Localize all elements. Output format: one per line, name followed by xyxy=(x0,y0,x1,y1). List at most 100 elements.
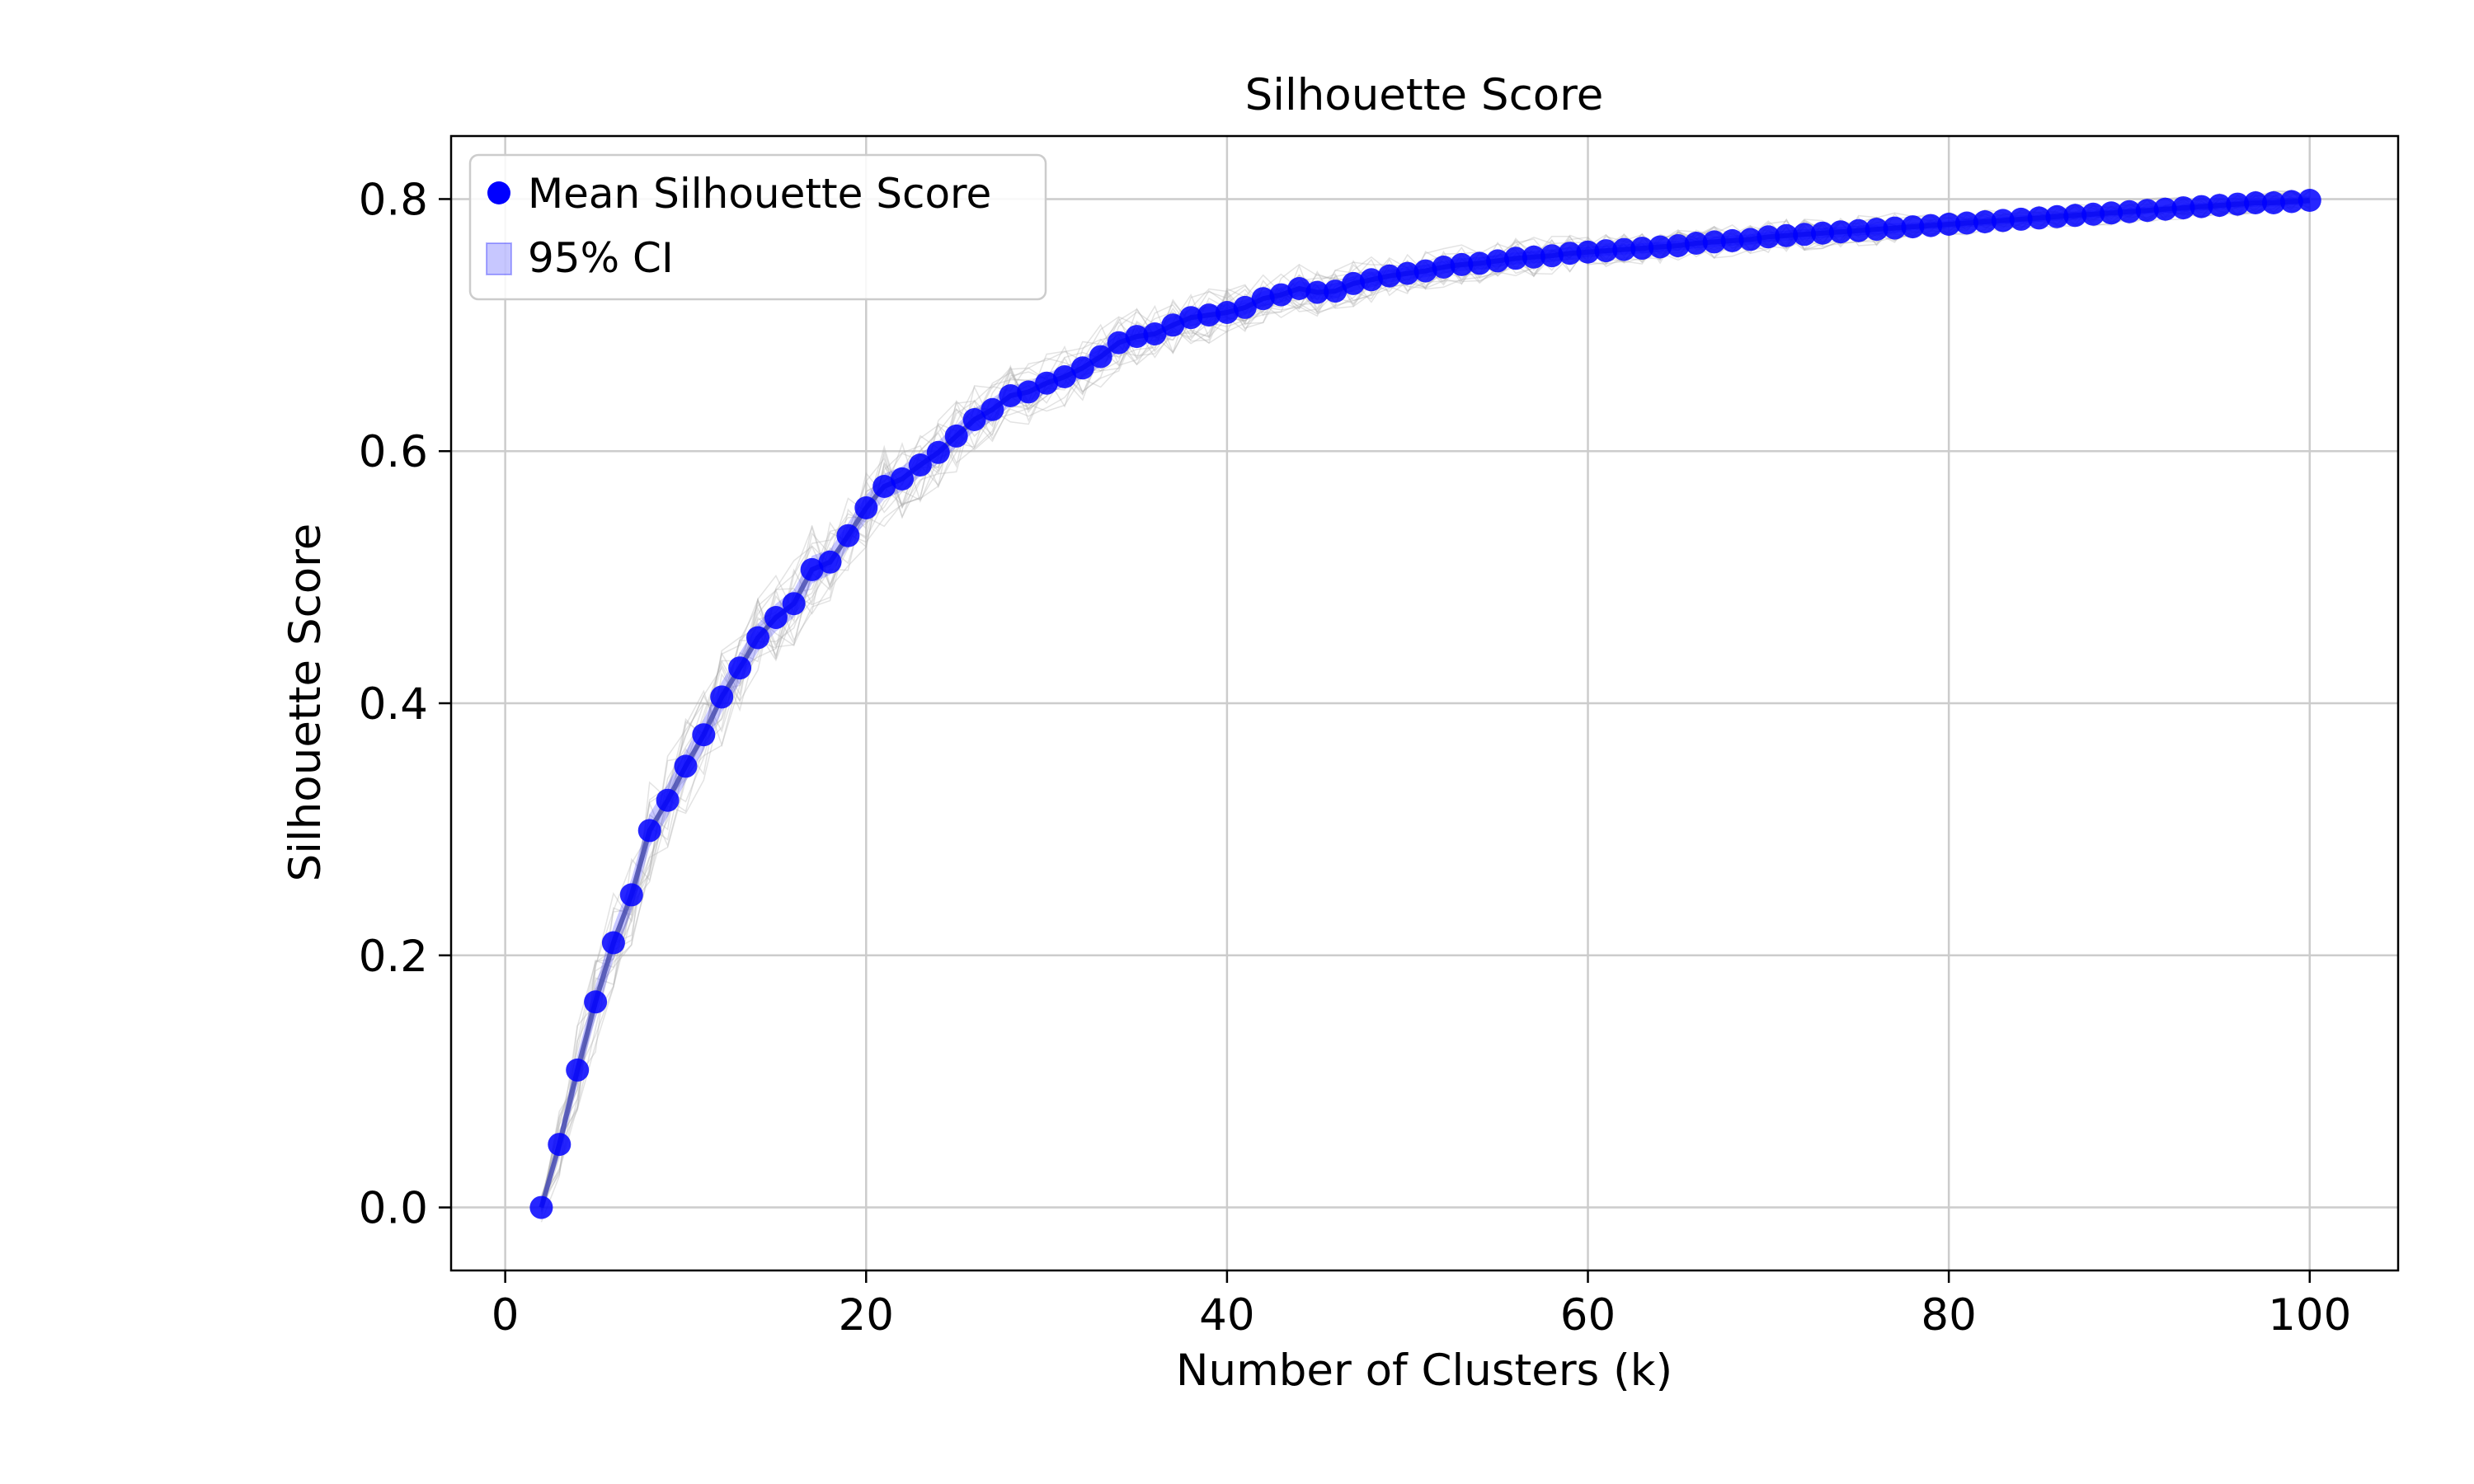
legend-mean-label: Mean Silhouette Score xyxy=(528,170,991,218)
mean-point xyxy=(1143,322,1167,345)
mean-point xyxy=(1269,283,1293,307)
mean-point xyxy=(1775,223,1799,247)
mean-point xyxy=(1287,277,1311,300)
mean-point xyxy=(1576,240,1600,264)
mean-point xyxy=(872,475,896,498)
mean-point xyxy=(2063,204,2087,228)
x-tick-label: 0 xyxy=(492,1290,520,1341)
mean-point xyxy=(1215,301,1239,324)
x-tick-label: 60 xyxy=(1560,1290,1616,1341)
mean-point xyxy=(1901,215,1925,239)
mean-point xyxy=(2208,194,2232,218)
mean-point xyxy=(2009,207,2033,231)
mean-point xyxy=(2189,195,2213,218)
mean-point xyxy=(548,1133,571,1157)
mean-point xyxy=(1738,228,1762,251)
legend-box xyxy=(468,153,1047,301)
mean-point xyxy=(1720,228,1744,252)
mean-point xyxy=(1017,380,1041,404)
mean-point xyxy=(1666,234,1690,257)
mean-point xyxy=(1342,271,1366,295)
mean-point xyxy=(2135,199,2159,223)
mean-point xyxy=(981,397,1004,421)
mean-point xyxy=(2100,201,2124,225)
mean-point xyxy=(1793,223,1817,247)
mean-point xyxy=(2279,190,2303,214)
mean-point xyxy=(2027,206,2051,230)
mean-point xyxy=(746,626,769,650)
mean-point xyxy=(710,685,734,709)
mean-point xyxy=(1973,210,1997,233)
mean-point xyxy=(1594,239,1618,263)
mean-point xyxy=(2262,191,2285,214)
y-tick-label: 0.4 xyxy=(359,679,428,730)
mean-point xyxy=(1630,237,1654,261)
mean-point xyxy=(1612,237,1636,261)
mean-point xyxy=(1486,249,1510,273)
mean-point xyxy=(944,424,968,448)
mean-point xyxy=(2081,202,2105,226)
mean-point xyxy=(1937,213,1961,236)
mean-point xyxy=(1883,216,1907,240)
legend: Mean Silhouette Score 95% CI xyxy=(468,153,1047,301)
x-tick-label: 80 xyxy=(1921,1290,1976,1341)
mean-point xyxy=(1846,218,1870,242)
mean-point xyxy=(836,524,860,547)
mean-point xyxy=(2244,191,2268,214)
axis-ticks: 0 20 40 60 80 100 0.0 0.2 0.4 0.6 0.8 xyxy=(359,175,2352,1341)
legend-ci-swatch xyxy=(486,242,512,275)
mean-point xyxy=(584,990,608,1014)
mean-point xyxy=(1395,261,1419,285)
mean-point xyxy=(1197,303,1221,327)
mean-point xyxy=(908,453,932,477)
mean-point xyxy=(566,1058,590,1082)
mean-point xyxy=(1089,345,1112,369)
mean-point xyxy=(800,557,824,581)
mean-point xyxy=(1161,313,1185,337)
mean-point xyxy=(1432,256,1456,279)
mean-point xyxy=(601,931,625,955)
mean-point xyxy=(764,606,788,629)
mean-point xyxy=(1504,247,1527,270)
mean-point xyxy=(1035,371,1059,395)
y-axis-label: Silhouette Score xyxy=(280,524,331,882)
mean-point xyxy=(1377,264,1401,288)
mean-point xyxy=(999,384,1023,407)
y-tick-label: 0.0 xyxy=(359,1184,428,1234)
mean-point xyxy=(1702,230,1726,254)
mean-point xyxy=(782,592,806,616)
mean-point xyxy=(619,883,643,907)
mean-point xyxy=(2153,197,2177,221)
y-tick-label: 0.8 xyxy=(359,175,428,225)
mean-point xyxy=(1359,268,1383,292)
mean-point xyxy=(1251,287,1275,311)
mean-markers xyxy=(529,189,2321,1219)
mean-point xyxy=(692,723,716,747)
mean-point xyxy=(1233,295,1257,319)
mean-point xyxy=(2118,200,2141,223)
mean-point xyxy=(529,1195,553,1219)
x-tick-label: 100 xyxy=(2268,1290,2351,1341)
mean-point xyxy=(1125,325,1149,349)
mean-point xyxy=(2226,192,2250,216)
mean-point xyxy=(926,440,950,464)
mean-point xyxy=(1811,221,1834,245)
mean-point xyxy=(728,656,752,680)
mean-point xyxy=(1053,365,1076,388)
mean-point xyxy=(1450,252,1474,276)
mean-point xyxy=(1468,251,1492,275)
x-tick-label: 40 xyxy=(1199,1290,1254,1341)
x-tick-label: 20 xyxy=(839,1290,894,1341)
mean-point xyxy=(637,819,661,843)
mean-point xyxy=(1684,232,1708,255)
y-tick-label: 0.6 xyxy=(359,427,428,477)
mean-point xyxy=(1324,279,1348,303)
mean-point xyxy=(854,496,878,519)
mean-point xyxy=(1540,244,1564,268)
mean-point xyxy=(2298,189,2321,212)
mean-point xyxy=(1757,225,1780,249)
mean-point xyxy=(1070,356,1094,380)
